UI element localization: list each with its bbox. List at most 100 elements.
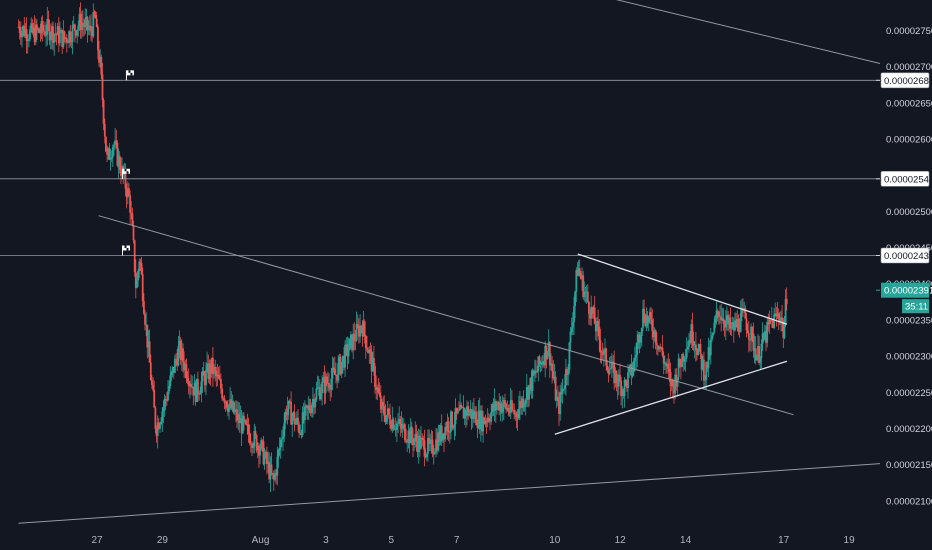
- trend-line[interactable]: [18, 460, 932, 524]
- candles-layer: [17, 2, 788, 492]
- candle-body: [379, 395, 382, 410]
- candle-body: [362, 321, 365, 337]
- candle-body: [757, 346, 759, 357]
- candle-body: [543, 361, 545, 366]
- candle-body: [270, 464, 273, 474]
- candle-body: [559, 392, 562, 415]
- candle-body: [704, 379, 706, 381]
- candle-body: [628, 367, 631, 373]
- candle-body: [294, 422, 297, 425]
- candle-body: [666, 363, 668, 367]
- candle-body: [88, 25, 91, 29]
- candle-body: [486, 417, 489, 423]
- candle-body: [614, 371, 617, 384]
- candle-body: [420, 437, 422, 449]
- candle-body: [318, 387, 321, 400]
- candle-body: [683, 358, 686, 362]
- candle-body: [754, 348, 757, 361]
- candle-body: [330, 378, 333, 390]
- candle-body: [178, 340, 181, 346]
- candle-body: [759, 357, 762, 363]
- candle-body: [84, 20, 87, 28]
- candle-body: [766, 321, 769, 343]
- y-tick-label: 0.00002250: [886, 388, 932, 399]
- candle-body: [392, 419, 395, 430]
- candle-body: [622, 389, 625, 396]
- candle-body: [718, 311, 720, 317]
- candle-body: [226, 407, 229, 412]
- candle-body: [175, 358, 177, 360]
- candle-body: [148, 341, 151, 363]
- candle-body: [333, 369, 336, 375]
- candle-body: [612, 361, 614, 363]
- candle-body: [202, 371, 205, 376]
- candle-body: [246, 424, 249, 425]
- candle-body: [145, 324, 148, 326]
- candle-body: [573, 306, 575, 323]
- candle-body: [259, 449, 261, 456]
- candle-body: [778, 318, 781, 322]
- candle-body: [216, 374, 219, 377]
- candle-body: [410, 426, 413, 438]
- candle-body: [163, 399, 166, 407]
- candle-body: [746, 330, 749, 333]
- candle-body: [389, 414, 391, 425]
- candle-body: [224, 401, 227, 403]
- candle-body: [124, 170, 127, 189]
- triangle-line[interactable]: [577, 253, 788, 325]
- candle-body: [635, 354, 637, 358]
- candle-body: [446, 421, 449, 432]
- trend-line[interactable]: [594, 0, 932, 77]
- candle-body: [442, 433, 444, 441]
- y-tick-label: 0.00002350: [886, 315, 932, 326]
- candle-body: [101, 74, 104, 100]
- candle-body: [374, 366, 376, 388]
- candle-body: [659, 346, 662, 349]
- candle-body: [261, 440, 264, 442]
- candle-body: [117, 155, 120, 166]
- candle-body: [544, 345, 547, 366]
- candle-body: [636, 342, 639, 355]
- candle-body: [256, 445, 259, 451]
- candle-body: [45, 34, 47, 36]
- candle-body: [777, 313, 780, 319]
- candle-body: [275, 473, 277, 476]
- candle-body: [781, 317, 783, 321]
- candle-body: [568, 342, 571, 370]
- price-axis[interactable]: [880, 0, 932, 550]
- candle-body: [540, 362, 543, 365]
- candle-body: [764, 331, 766, 340]
- candle-body: [67, 42, 69, 44]
- candle-body: [320, 393, 322, 400]
- flag-icon: [122, 168, 131, 179]
- candle-body: [174, 358, 176, 373]
- triangle-line[interactable]: [554, 360, 788, 435]
- candle-body: [336, 374, 338, 381]
- candle-body: [680, 365, 682, 368]
- candle-body: [517, 408, 520, 419]
- candle-body: [508, 411, 511, 413]
- candle-body: [72, 24, 75, 26]
- trend-line[interactable]: [98, 215, 794, 416]
- candle-body: [387, 408, 390, 415]
- candle-body: [80, 22, 83, 30]
- candle-body: [782, 320, 785, 338]
- candle-body: [108, 148, 111, 160]
- candle-body: [236, 409, 238, 421]
- candle-body: [647, 317, 650, 323]
- candle-body: [698, 344, 701, 349]
- x-tick-label: 17: [778, 535, 790, 546]
- current-price-box: [881, 282, 929, 298]
- candle-body: [588, 301, 590, 314]
- candle-body: [690, 324, 693, 344]
- candle-body: [201, 371, 204, 382]
- candle-body: [627, 372, 629, 388]
- time-axis[interactable]: [0, 524, 880, 550]
- candle-body: [624, 380, 627, 381]
- candle-body: [248, 433, 251, 444]
- candle-body: [69, 31, 72, 42]
- candle-body: [626, 380, 628, 388]
- candle-body: [729, 317, 732, 329]
